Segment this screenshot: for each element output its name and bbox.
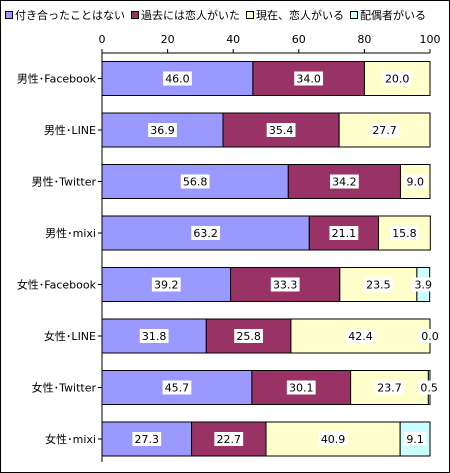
data-label-background	[363, 277, 393, 292]
data-label: 27.7	[372, 124, 397, 137]
legend-swatch	[131, 11, 139, 19]
data-label-background	[346, 329, 375, 343]
data-label-background	[382, 71, 412, 86]
data-label: 42.4	[348, 330, 373, 343]
data-label: 39.2	[154, 279, 179, 292]
data-label-background	[214, 432, 244, 446]
data-label-background	[329, 226, 359, 240]
data-label-background	[390, 226, 419, 240]
legend-label: 現在、恋人がいる	[256, 9, 344, 22]
category-label: 女性･mixi	[45, 432, 96, 446]
data-label-background	[294, 71, 324, 86]
category-label: 女性･LINE	[44, 329, 96, 343]
data-label-background	[417, 380, 441, 395]
x-tick-label: 60	[292, 33, 306, 46]
legend-item: 配偶者がいる	[350, 7, 426, 23]
chart-legend: 付き合ったことはない 過去には恋人がいた 現在、恋人がいる 配偶者がいる	[5, 7, 445, 23]
data-label-background	[139, 329, 169, 343]
x-tick-label: 0	[99, 33, 106, 46]
x-tick-label: 100	[420, 33, 441, 46]
data-label-background	[163, 71, 192, 86]
data-label-background	[418, 329, 442, 343]
data-label: 23.5	[366, 279, 391, 292]
data-label: 3.9	[415, 279, 433, 292]
legend-swatch	[246, 11, 254, 19]
data-label-background	[151, 277, 181, 292]
legend-item: 付き合ったことはない	[5, 7, 125, 23]
x-tick-label: 20	[161, 33, 175, 46]
data-label-background	[370, 123, 399, 137]
data-label-background	[286, 380, 316, 395]
data-label: 20.0	[385, 73, 410, 86]
data-label-background	[162, 380, 192, 395]
data-label-background	[329, 174, 359, 189]
data-label: 56.8	[183, 176, 208, 189]
data-label: 23.7	[377, 382, 402, 395]
data-label: 21.1	[332, 227, 357, 240]
data-label-background	[266, 123, 296, 137]
data-label-background	[403, 174, 427, 189]
data-label-background	[180, 174, 210, 189]
legend-swatch	[5, 11, 13, 19]
data-label-background	[403, 432, 427, 446]
data-label-background	[375, 380, 404, 395]
data-label: 63.2	[193, 227, 218, 240]
category-label: 女性･Facebook	[17, 278, 97, 292]
data-label: 25.8	[236, 330, 261, 343]
legend-label: 過去には恋人がいた	[141, 9, 240, 22]
data-label-background	[318, 432, 348, 446]
data-label-background	[191, 226, 221, 240]
x-tick-label: 40	[226, 33, 240, 46]
data-label: 30.1	[289, 382, 314, 395]
bar-segment	[101, 267, 232, 302]
legend-swatch	[350, 11, 358, 19]
bar-segment	[251, 370, 352, 405]
category-label: 男性･Twitter	[32, 175, 97, 189]
data-label-background	[234, 329, 264, 343]
data-label: 33.3	[273, 279, 298, 292]
legend-label: 配偶者がいる	[360, 9, 426, 22]
data-label-background	[411, 277, 435, 292]
data-label: 31.8	[142, 330, 167, 343]
data-label-background	[132, 432, 162, 446]
legend-item: 現在、恋人がいる	[246, 7, 344, 23]
data-label: 36.9	[150, 124, 175, 137]
data-label: 34.2	[332, 176, 357, 189]
category-label: 男性･mixi	[45, 226, 96, 240]
x-tick-label: 80	[357, 33, 371, 46]
data-label: 9.0	[406, 176, 424, 189]
data-label: 15.8	[392, 227, 417, 240]
data-label-background	[270, 277, 300, 292]
data-label: 0.0	[421, 330, 439, 343]
bar-segment	[222, 112, 340, 148]
category-label: 男性･Facebook	[17, 72, 97, 86]
data-label: 46.0	[165, 73, 190, 86]
legend-label: 付き合ったことはない	[15, 9, 125, 22]
data-label: 45.7	[165, 382, 190, 395]
data-label: 35.4	[269, 124, 294, 137]
data-label: 27.3	[135, 433, 160, 446]
data-label: 34.0	[296, 73, 321, 86]
data-label: 9.1	[406, 433, 424, 446]
data-label: 22.7	[217, 433, 242, 446]
category-label: 女性･Twitter	[32, 381, 97, 395]
legend-item: 過去には恋人がいた	[131, 7, 240, 23]
data-label-background	[148, 123, 177, 137]
data-label: 0.5	[420, 382, 438, 395]
category-label: 男性･LINE	[44, 123, 96, 137]
data-label: 40.9	[321, 433, 346, 446]
